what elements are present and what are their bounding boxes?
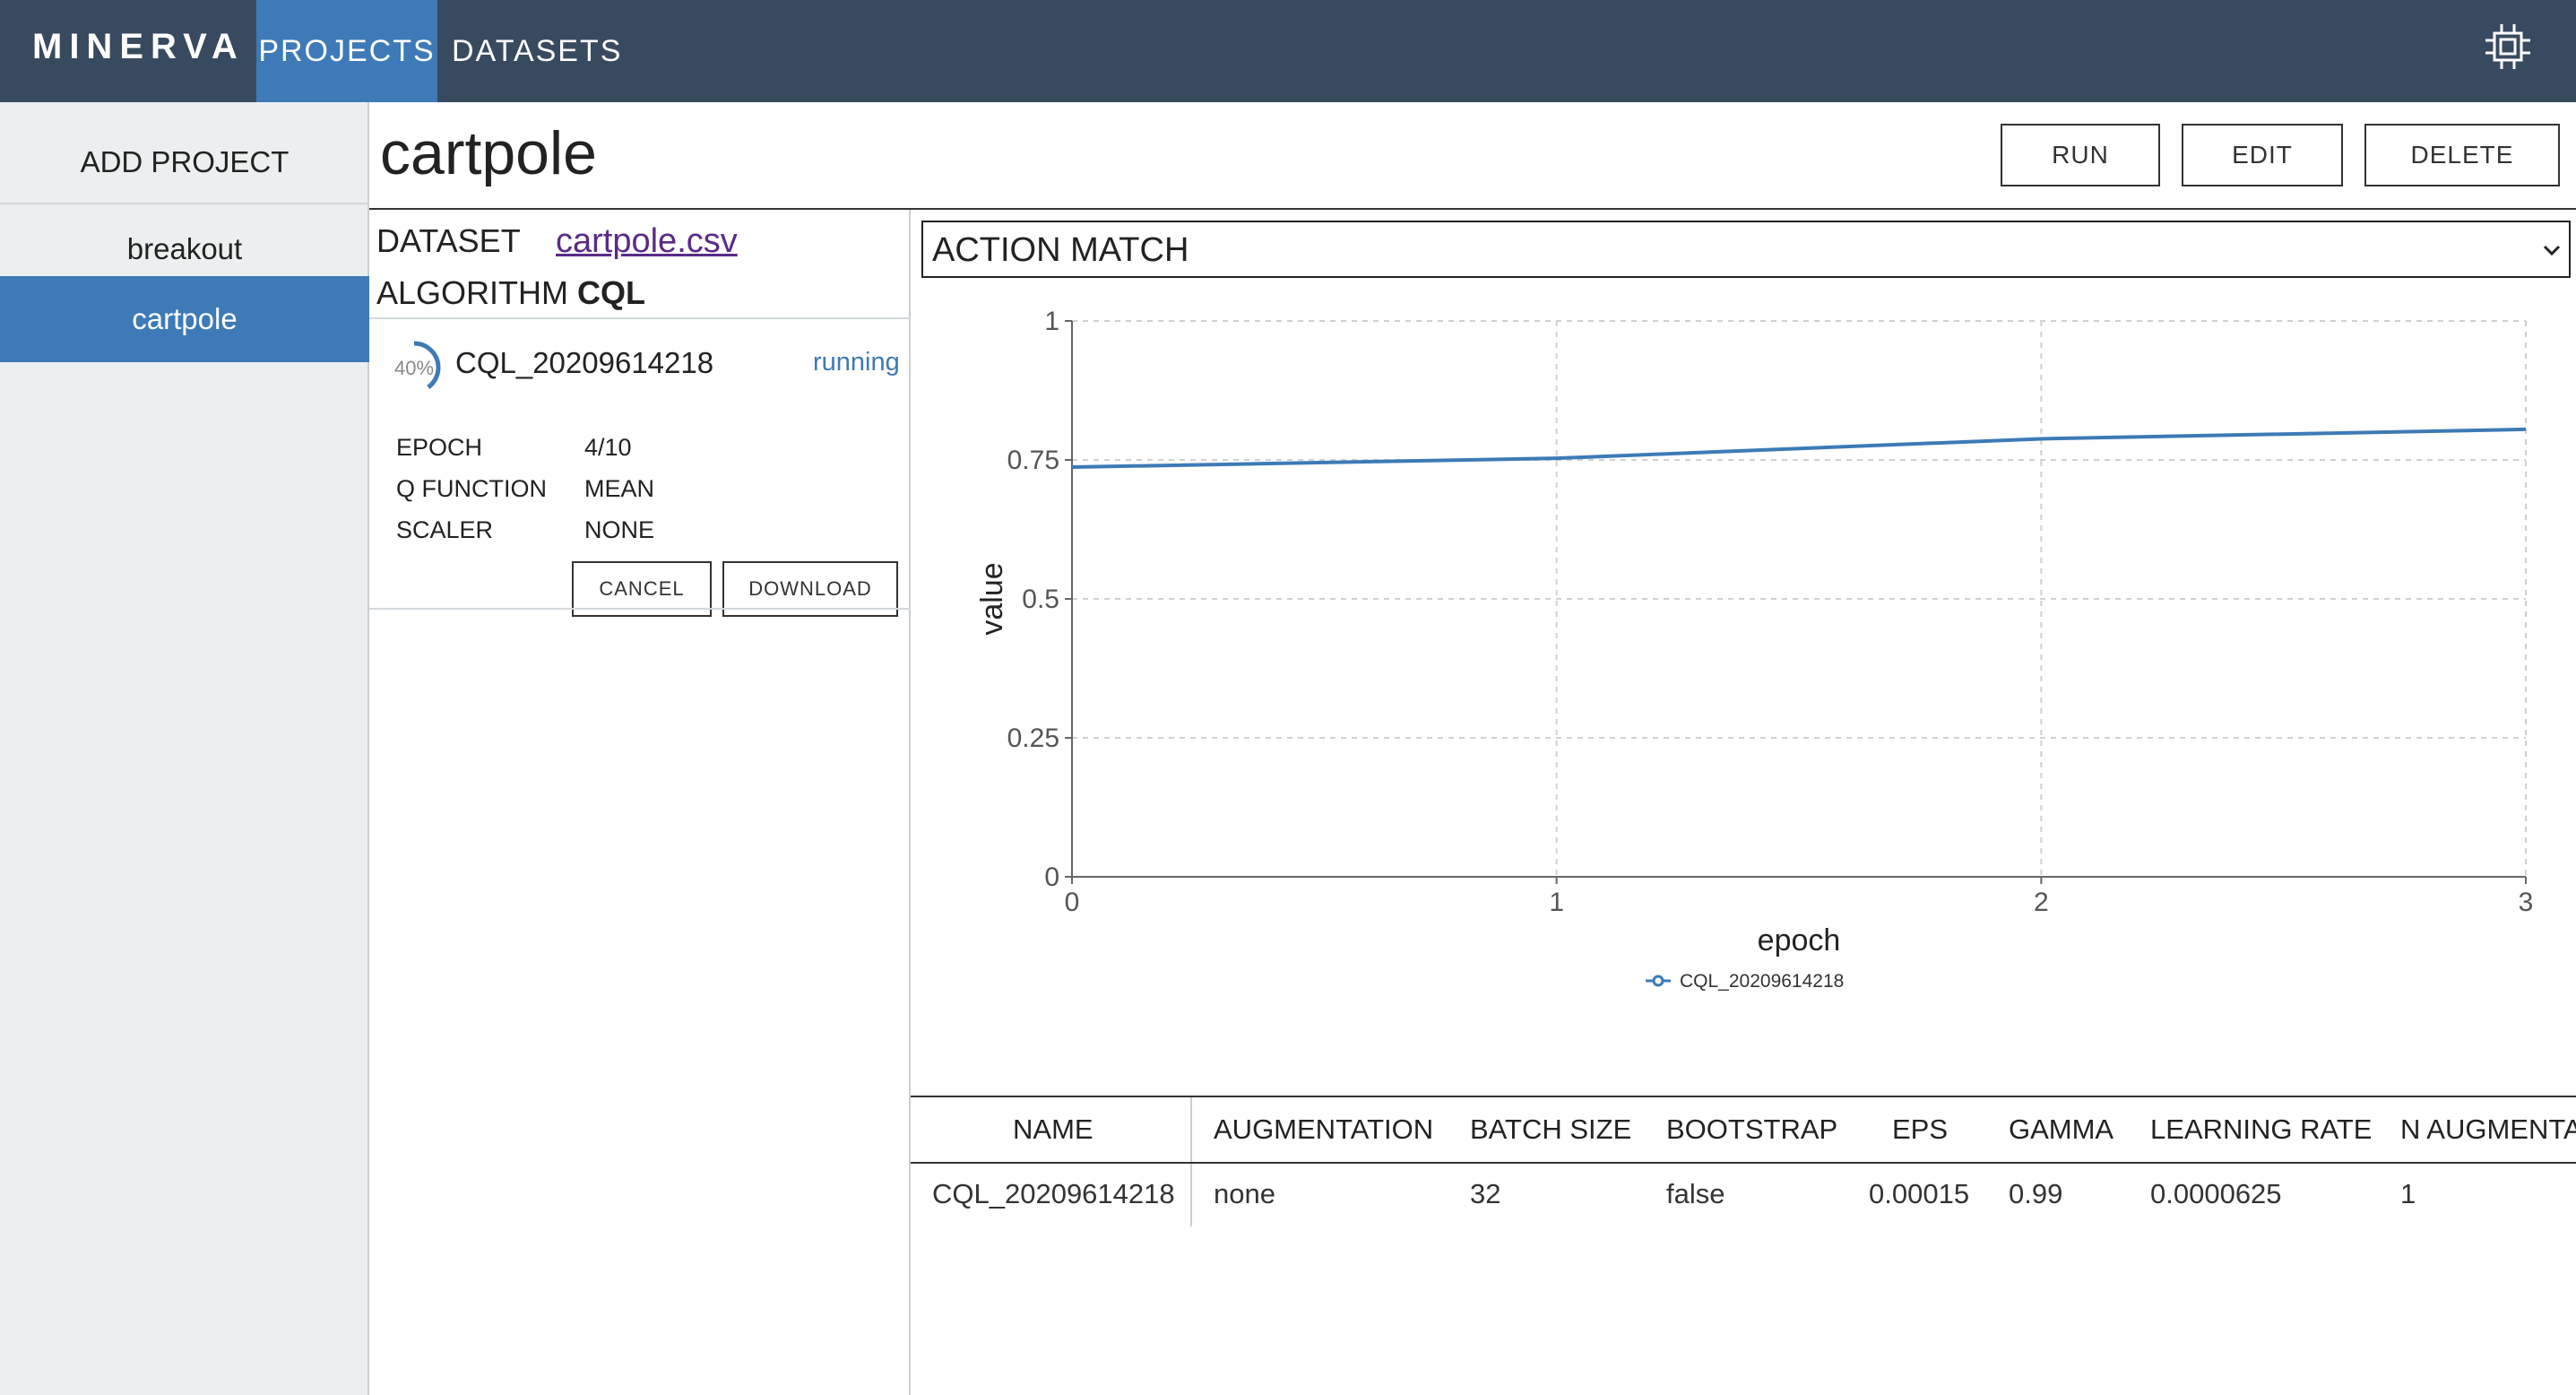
th-augmentation: AUGMENTATION xyxy=(1214,1113,1434,1145)
nav-tab-projects[interactable]: PROJECTS xyxy=(256,0,437,102)
y-tick-label: 0.5 xyxy=(1022,585,1059,614)
cancel-button[interactable]: CANCEL xyxy=(572,561,712,617)
th-learning-rate: LEARNING RATE xyxy=(2150,1113,2373,1145)
experiment-name: CQL_20209614218 xyxy=(455,346,714,379)
x-tick-label: 1 xyxy=(1549,888,1564,917)
top-nav-bar: MINERVA PROJECTS DATASETS xyxy=(0,0,2576,102)
algorithm-name: CQL xyxy=(577,274,646,311)
experiment-card[interactable]: 40% CQL_20209614218 running EPOCH 4/10 Q… xyxy=(369,319,911,617)
td-eps: 0.00015 xyxy=(1869,1178,1970,1209)
td-augmentation: none xyxy=(1214,1178,1275,1209)
chip-icon[interactable] xyxy=(2483,22,2533,72)
table-header-border xyxy=(911,1162,2576,1164)
x-tick-label: 2 xyxy=(2034,888,2049,917)
y-axis-label: value xyxy=(975,562,1009,635)
y-tick-label: 0 xyxy=(1044,862,1059,892)
th-bootstrap: BOOTSTRAP xyxy=(1666,1113,1838,1145)
scaler-key: SCALER xyxy=(396,516,494,543)
metric-select-value: ACTION MATCH xyxy=(932,231,1189,269)
legend-marker xyxy=(1652,975,1664,987)
dataset-label: DATASET xyxy=(376,222,521,259)
algorithm-line: ALGORITHM CQL xyxy=(376,274,645,312)
series-line xyxy=(1071,427,2527,470)
sidebar-item-cartpole[interactable]: cartpole xyxy=(0,276,369,362)
td-n-augmentations: 1 xyxy=(2400,1178,2416,1209)
edit-button[interactable]: EDIT xyxy=(2182,124,2343,186)
app-logo[interactable]: MINERVA xyxy=(32,27,245,66)
progress-ring xyxy=(387,341,441,394)
td-batch-size: 32 xyxy=(1470,1178,1501,1209)
td-bootstrap: false xyxy=(1666,1178,1725,1209)
td-gamma: 0.99 xyxy=(2009,1178,2063,1209)
th-name: NAME xyxy=(1013,1113,1094,1145)
metric-chart: 0 0.25 0.5 0.75 1 0 1 2 3 epoch value CQL_202096142… xyxy=(975,307,2534,992)
project-sidebar: ADD PROJECT breakout cartpole xyxy=(0,102,369,1395)
y-tick-label: 0.25 xyxy=(1007,723,1059,753)
q-function-key: Q FUNCTION xyxy=(396,475,547,502)
chevron-down-icon xyxy=(2543,245,2561,256)
delete-button[interactable]: DELETE xyxy=(2364,124,2560,186)
th-gamma: GAMMA xyxy=(2009,1113,2114,1145)
th-n-augmentations: N AUGMENTATIONS xyxy=(2400,1113,2576,1145)
epoch-key: EPOCH xyxy=(396,434,483,461)
x-tick-label: 3 xyxy=(2519,888,2534,917)
x-axis-label: epoch xyxy=(1758,923,1841,957)
add-project-button[interactable]: ADD PROJECT xyxy=(0,120,369,204)
divider xyxy=(369,317,911,319)
experiment-panel: DATASET cartpole.csv ALGORITHM CQL 40% C… xyxy=(369,210,911,1395)
th-batch-size: BATCH SIZE xyxy=(1470,1113,1632,1145)
x-tick-label: 0 xyxy=(1065,888,1080,917)
td-name: CQL_20209614218 xyxy=(932,1178,1175,1209)
epoch-value: 4/10 xyxy=(584,434,632,461)
divider xyxy=(369,608,911,610)
legend-label: CQL_20209614218 xyxy=(1680,971,1844,992)
metric-select[interactable]: ACTION MATCH xyxy=(921,221,2571,278)
params-table: NAME AUGMENTATION BATCH SIZE BOOTSTRAP E… xyxy=(911,1096,2576,1395)
table-top-border xyxy=(911,1096,2576,1097)
dataset-link[interactable]: cartpole.csv xyxy=(556,222,738,260)
y-tick-label: 1 xyxy=(1044,307,1059,336)
algorithm-label: ALGORITHM xyxy=(376,274,569,311)
scaler-value: NONE xyxy=(584,516,655,543)
project-title: cartpole xyxy=(380,119,597,187)
header-divider xyxy=(369,208,2576,210)
status-badge: running xyxy=(813,348,900,377)
y-tick-label: 0.75 xyxy=(1007,446,1059,475)
run-button[interactable]: RUN xyxy=(2001,124,2160,186)
progress-percent: 40% xyxy=(393,357,435,379)
download-button[interactable]: DOWNLOAD xyxy=(722,561,898,617)
th-eps: EPS xyxy=(1892,1113,1949,1145)
td-learning-rate: 0.0000625 xyxy=(2150,1178,2282,1209)
nav-tab-datasets[interactable]: DATASETS xyxy=(452,34,623,68)
q-function-value: MEAN xyxy=(584,475,655,502)
